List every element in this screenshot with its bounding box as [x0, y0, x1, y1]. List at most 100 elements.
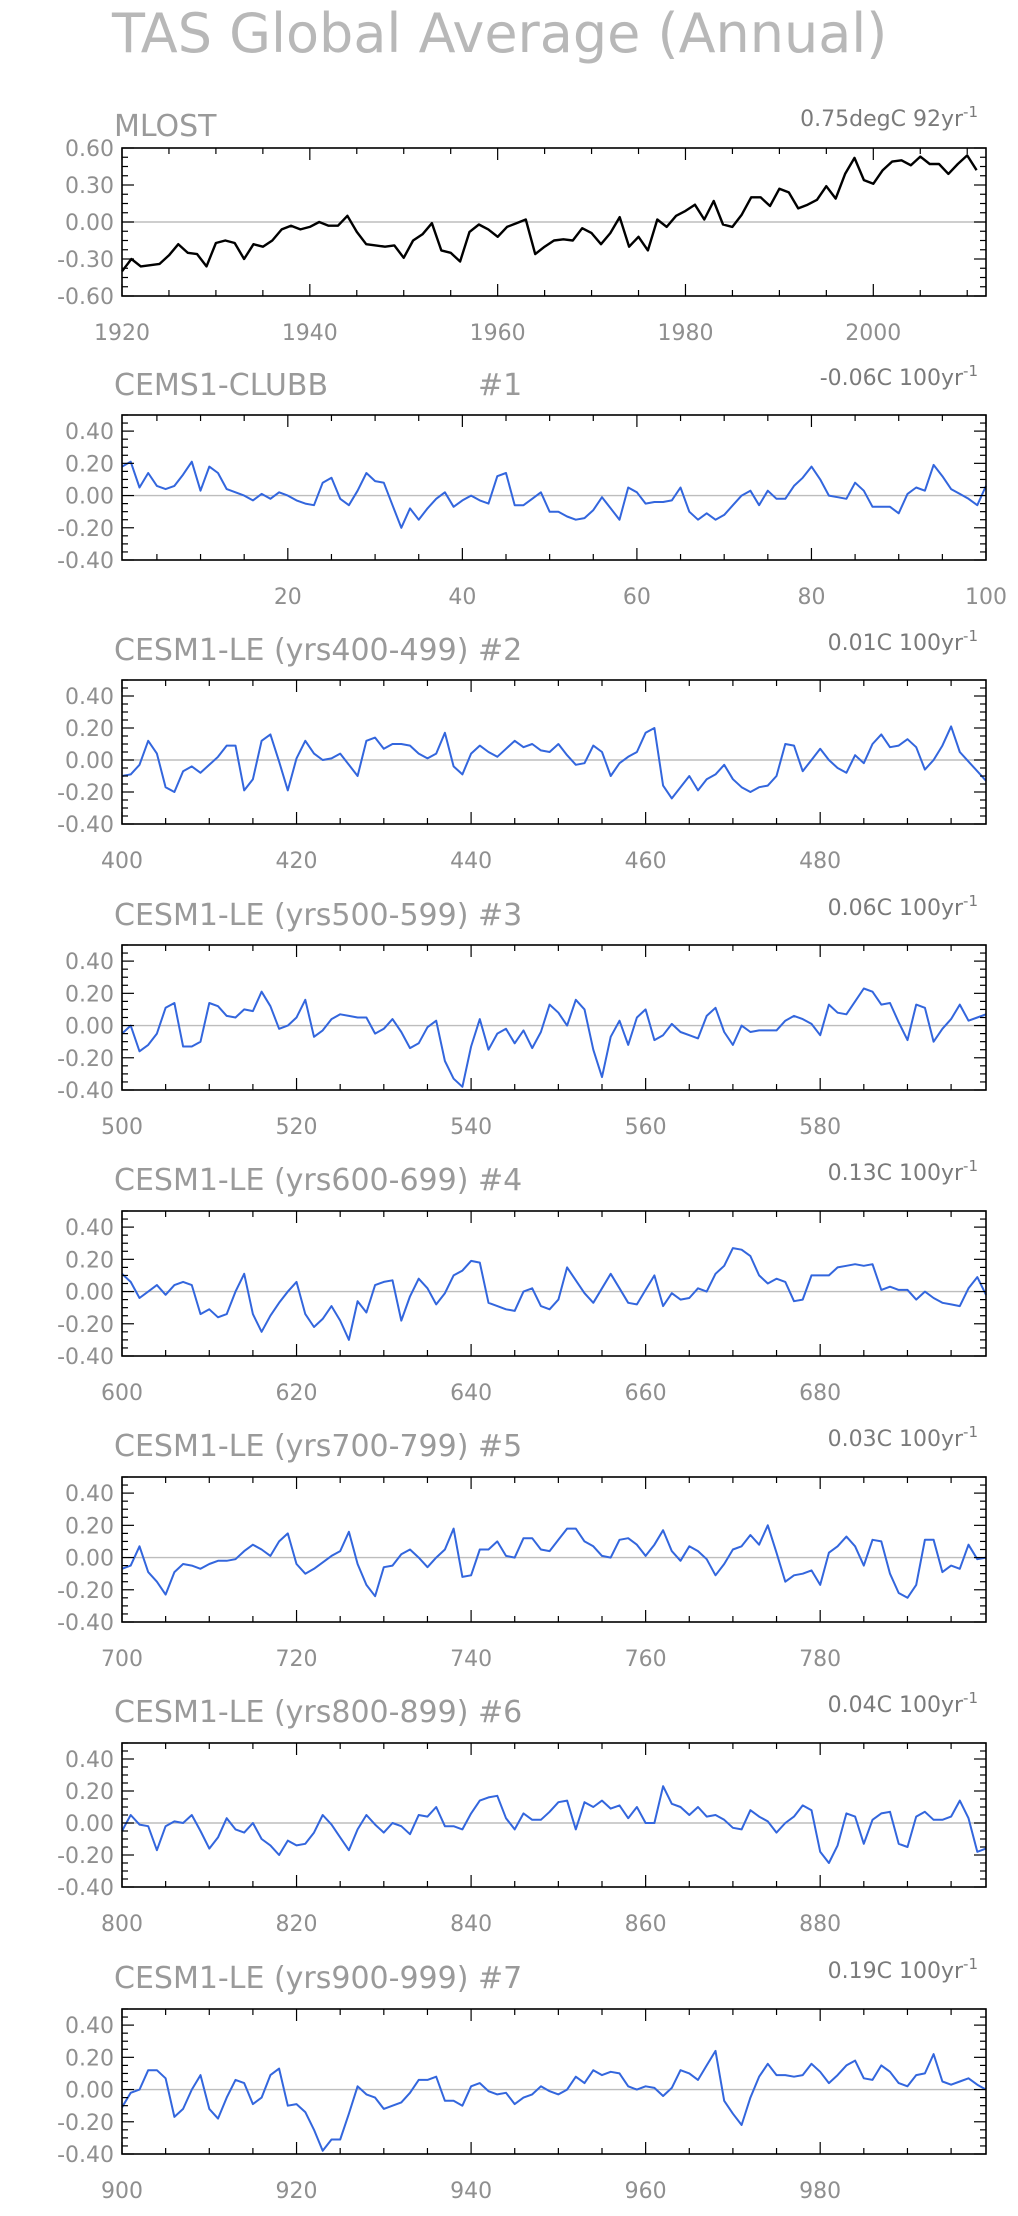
panel-5-xtick-label: 640 — [450, 1381, 492, 1406]
panel-7-xtick-label: 860 — [625, 1912, 667, 1937]
panel-1-xtick-label: 1960 — [470, 321, 526, 346]
panel-5-xtick-label: 620 — [276, 1381, 318, 1406]
panel-6-series-line — [121, 1524, 987, 1599]
panel-4: CESM1-LE (yrs500-599) #3 0.06C 100yr-1 -0.4… — [57, 892, 987, 1140]
panel-4-trend-exp: -1 — [963, 892, 978, 910]
panel-1: MLOST 0.75degC 92yr-1 -0.60 -0.30 0.00 0.30 0.… — [57, 103, 987, 346]
panel-3-xtick-label: 460 — [625, 849, 667, 874]
panel-4-run-label: #3 — [478, 898, 522, 933]
panel-8-frame — [121, 2008, 987, 2155]
panel-2-xtick-label: 40 — [448, 585, 476, 610]
panel-8-xtick-label: 980 — [799, 2179, 841, 2204]
panel-2-xtick-label: 20 — [274, 585, 302, 610]
panel-6-ytick-label: 0.00 — [65, 1547, 114, 1572]
panel-2-ytick-label: 0.40 — [65, 420, 114, 445]
panel-7-trend-exp: -1 — [963, 1689, 978, 1707]
panel-6-trend-exp: -1 — [963, 1423, 978, 1441]
panel-5-trend: 0.13C 100yr-1 — [828, 1157, 978, 1186]
panel-4-xtick-label: 540 — [450, 1115, 492, 1140]
panel-3-trend: 0.01C 100yr-1 — [828, 627, 978, 656]
panel-7-xtick-label: 820 — [276, 1912, 318, 1937]
panel-7-title: CESM1-LE (yrs800-899) — [114, 1695, 468, 1730]
panel-6-ytick-label: -0.20 — [57, 1579, 114, 1604]
panel-3-trend-text: 0.01C 100yr — [828, 631, 964, 656]
panel-2-ytick-label: 0.20 — [65, 452, 114, 477]
panel-8-series-line — [121, 2049, 987, 2152]
panel-2-trend-exp: -1 — [963, 362, 978, 380]
panel-5-xtick-label: 660 — [625, 1381, 667, 1406]
panel-6-ytick-label: 0.40 — [65, 1482, 114, 1507]
panel-5: CESM1-LE (yrs600-699) #4 0.13C 100yr-1 -0.4… — [57, 1157, 987, 1406]
panel-7-ytick-label: 0.40 — [65, 1748, 114, 1773]
panel-2-ytick-label: 0.00 — [65, 485, 114, 510]
panel-4-series-line — [121, 987, 987, 1088]
panel-8-trend-text: 0.19C 100yr — [828, 1959, 964, 1984]
panel-5-ytick-label: 0.00 — [65, 1281, 114, 1306]
panel-1-ytick-label: 0.60 — [65, 137, 114, 162]
panel-1-trend-exp: -1 — [963, 103, 978, 121]
panel-1-ytick-label: 0.30 — [65, 174, 114, 199]
panel-8-xtick-label: 940 — [450, 2179, 492, 2204]
panel-8-ytick-label: 0.00 — [65, 2079, 114, 2104]
panel-5-ytick-label: -0.20 — [57, 1313, 114, 1338]
panel-1-xtick-label: 1940 — [282, 321, 338, 346]
panel-3-ytick-label: -0.20 — [57, 781, 114, 806]
panel-1-ytick-label: -0.60 — [57, 285, 114, 310]
panel-7-xtick-label: 840 — [450, 1912, 492, 1937]
panel-3-frame — [121, 679, 987, 825]
panel-2-ytick-label: -0.40 — [57, 549, 114, 574]
panel-1-xtick-label: 1980 — [657, 321, 713, 346]
panel-6-title: CESM1-LE (yrs700-799) — [114, 1429, 468, 1464]
page-title: TAS Global Average (Annual) — [111, 2, 887, 65]
panel-6-xtick-label: 780 — [799, 1647, 841, 1672]
panel-3-ytick-label: -0.40 — [57, 813, 114, 838]
panel-8-trend: 0.19C 100yr-1 — [828, 1955, 978, 1984]
panel-7-ytick-label: -0.20 — [57, 1844, 114, 1869]
panel-5-ytick-label: 0.40 — [65, 1216, 114, 1241]
panel-5-ytick-label: 0.20 — [65, 1248, 114, 1273]
panel-3-xtick-label: 440 — [450, 849, 492, 874]
panel-4-ytick-label: 0.00 — [65, 1015, 114, 1040]
panel-6-ytick-label: -0.40 — [57, 1611, 114, 1636]
panel-6-ytick-label: 0.20 — [65, 1514, 114, 1539]
panel-4-xtick-label: 560 — [625, 1115, 667, 1140]
panel-2-xtick-label: 60 — [623, 585, 651, 610]
panel-2-series-line — [121, 460, 987, 529]
panel-6-xtick-label: 720 — [276, 1647, 318, 1672]
panel-4-xtick-label: 520 — [276, 1115, 318, 1140]
panel-7-ytick-label: -0.40 — [57, 1876, 114, 1901]
panel-2-run-label: #1 — [478, 368, 522, 403]
panel-2-xtick-label: 100 — [965, 585, 1007, 610]
panel-4-xtick-label: 580 — [799, 1115, 841, 1140]
panel-4-ytick-label: 0.40 — [65, 950, 114, 975]
panel-4-title: CESM1-LE (yrs500-599) — [114, 898, 468, 933]
panel-6-run-label: #5 — [478, 1429, 522, 1464]
panel-6-xtick-label: 700 — [101, 1647, 143, 1672]
panel-2-trend-text: -0.06C 100yr — [820, 366, 964, 391]
panel-3-ytick-label: 0.40 — [65, 685, 114, 710]
panel-8-xtick-label: 900 — [101, 2179, 143, 2204]
panel-1-xtick-label: 1920 — [94, 321, 150, 346]
panel-1-trend: 0.75degC 92yr-1 — [800, 103, 978, 132]
panel-5-trend-text: 0.13C 100yr — [828, 1161, 964, 1186]
panel-2-trend: -0.06C 100yr-1 — [820, 362, 978, 391]
panel-6-xtick-label: 740 — [450, 1647, 492, 1672]
panel-6-trend-text: 0.03C 100yr — [828, 1427, 964, 1452]
panel-5-trend-exp: -1 — [963, 1157, 978, 1175]
panel-3-title: CESM1-LE (yrs400-499) — [114, 633, 468, 668]
panel-3-run-label: #2 — [478, 633, 522, 668]
panel-8-trend-exp: -1 — [963, 1955, 978, 1973]
panel-8-run-label: #7 — [478, 1961, 522, 1996]
panel-5-xtick-label: 600 — [101, 1381, 143, 1406]
panel-3-trend-exp: -1 — [963, 627, 978, 645]
panel-2-xtick-label: 80 — [797, 585, 825, 610]
panel-6-trend: 0.03C 100yr-1 — [828, 1423, 978, 1452]
panel-7-xtick-label: 800 — [101, 1912, 143, 1937]
panel-5-frame — [121, 1210, 987, 1357]
panel-7-frame — [121, 1742, 987, 1888]
panel-1-ytick-label: 0.00 — [65, 211, 114, 236]
panel-7-xtick-label: 880 — [799, 1912, 841, 1937]
panel-8-ytick-label: -0.40 — [57, 2143, 114, 2168]
panel-7-ytick-label: 0.20 — [65, 1780, 114, 1805]
